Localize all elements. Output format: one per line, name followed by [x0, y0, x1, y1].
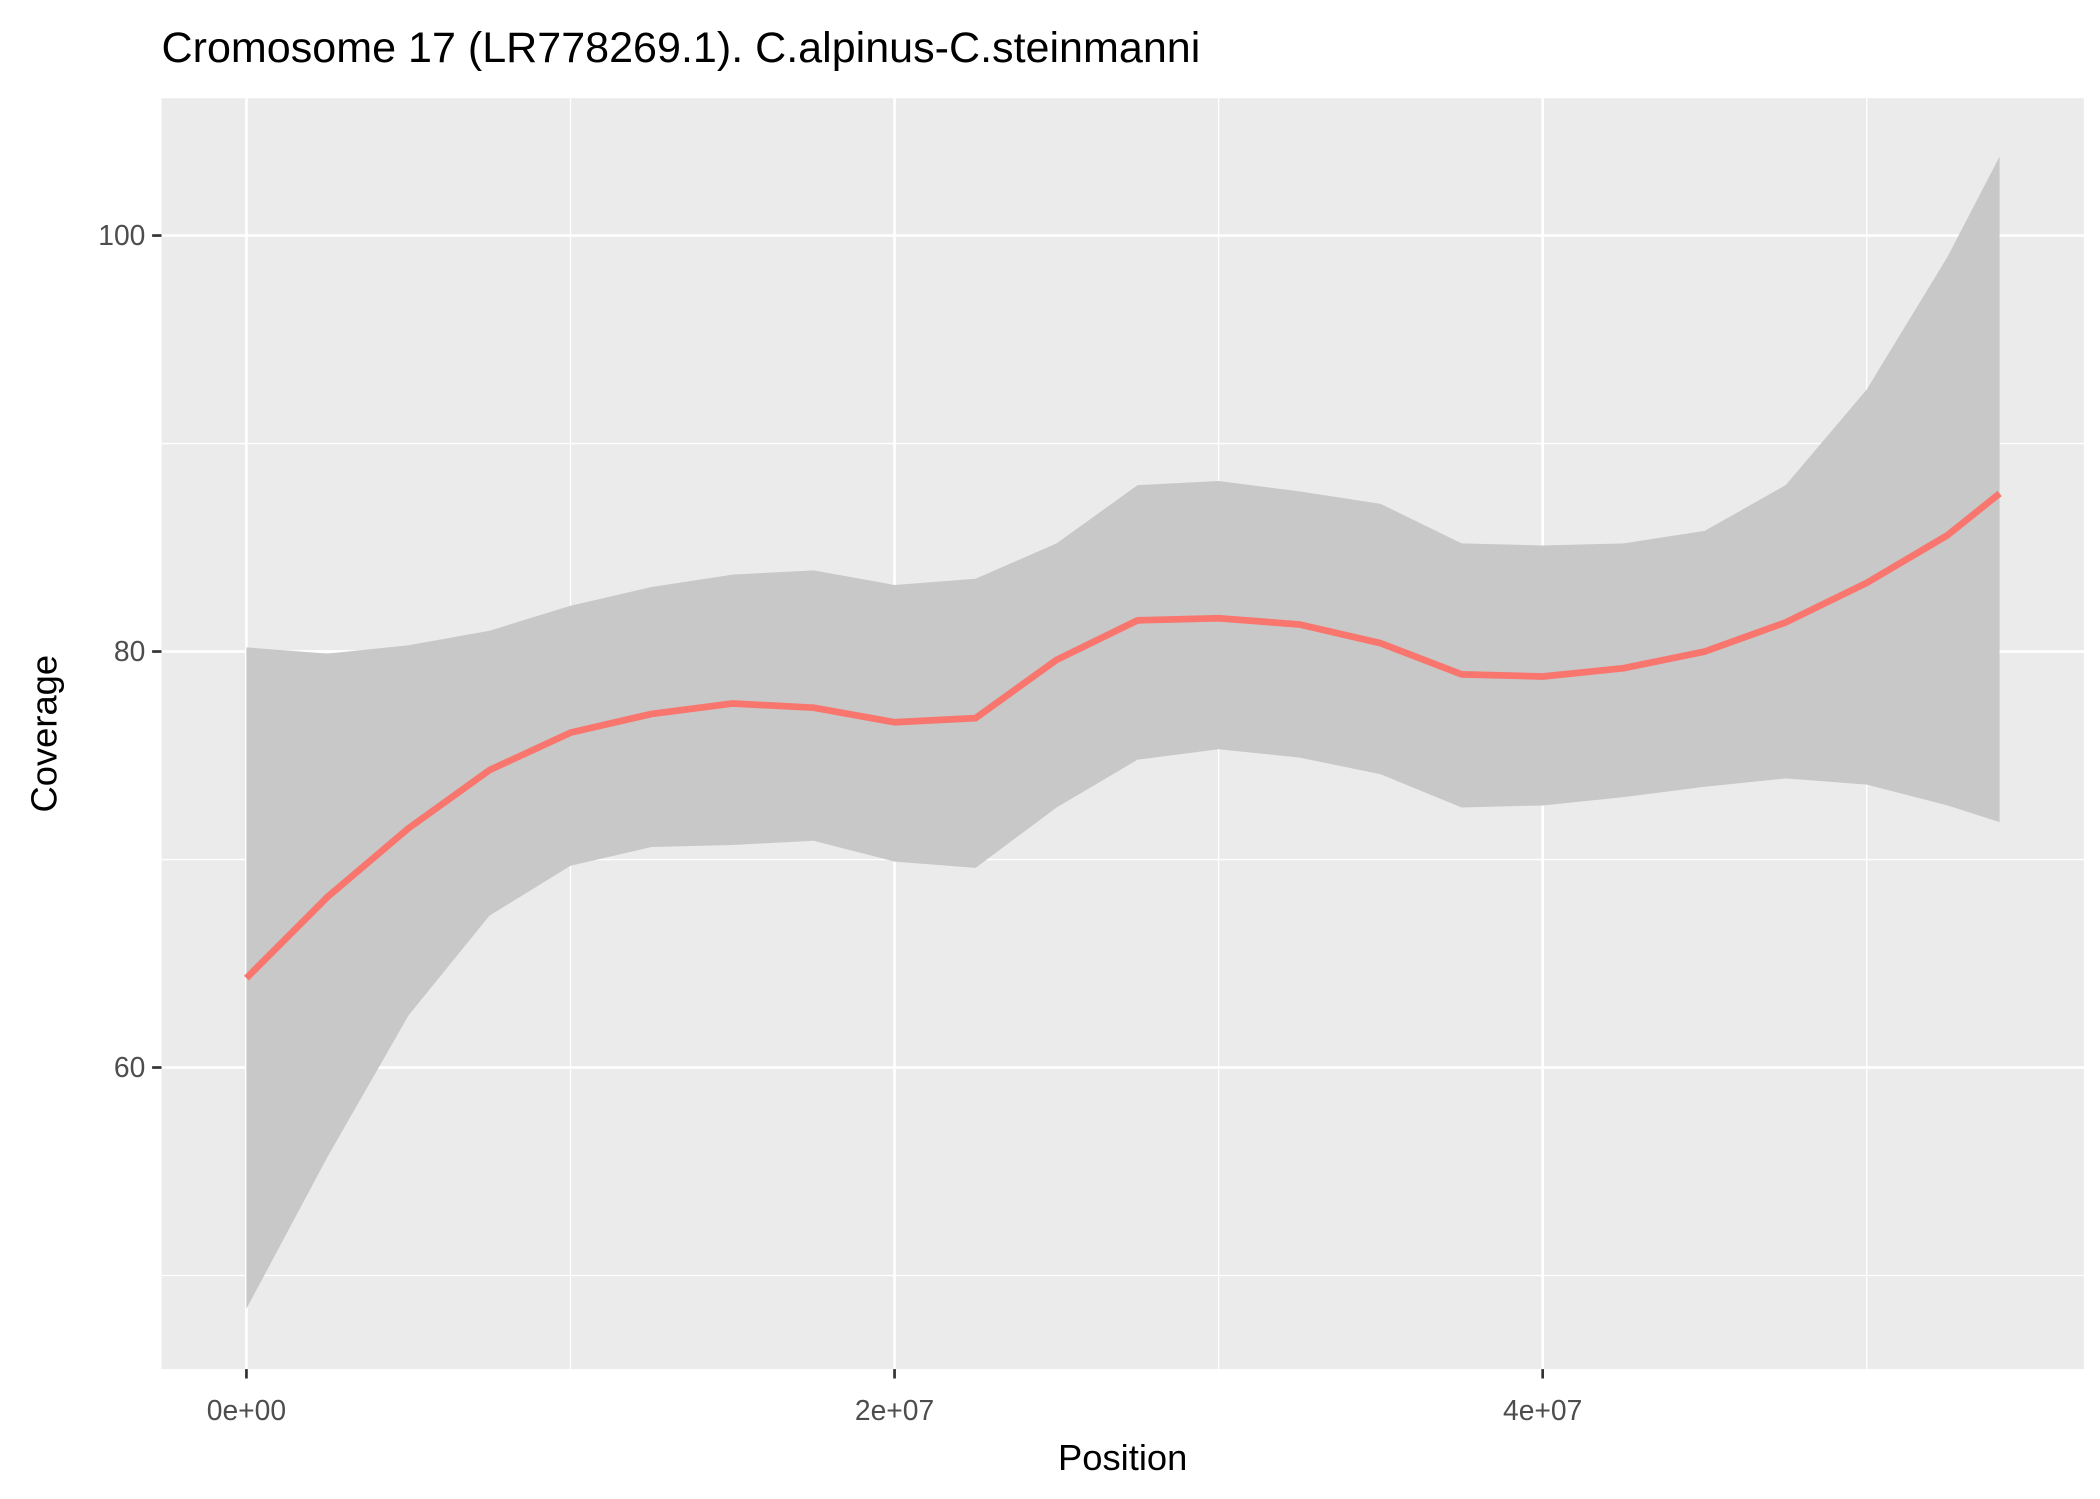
x-tick-label: 4e+07 — [1503, 1394, 1582, 1426]
x-tick-label: 2e+07 — [855, 1394, 934, 1426]
smooth-line — [244, 490, 2002, 981]
y-tick-label: 100 — [98, 219, 145, 251]
y-axis-title: Coverage — [24, 655, 65, 813]
x-tick-label: 0e+00 — [207, 1394, 286, 1426]
y-tick-label: 80 — [114, 635, 145, 667]
confidence-band — [246, 156, 2000, 1309]
y-tick-label: 60 — [114, 1051, 145, 1083]
chart-title: Cromosome 17 (LR778269.1). C.alpinus-C.s… — [162, 24, 1201, 72]
x-axis-title: Position — [1058, 1437, 1187, 1478]
marks — [244, 156, 2002, 1309]
